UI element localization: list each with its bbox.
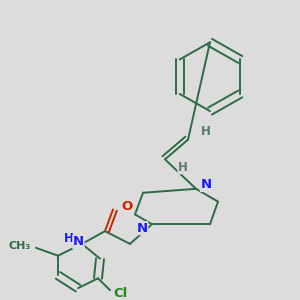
Text: Cl: Cl <box>113 286 127 300</box>
Text: N: N <box>200 178 211 191</box>
Text: H: H <box>64 232 74 245</box>
Text: H: H <box>178 161 188 174</box>
Text: O: O <box>122 200 133 213</box>
Text: CH₃: CH₃ <box>9 241 31 251</box>
Text: N: N <box>136 222 148 235</box>
Text: N: N <box>73 236 84 248</box>
Text: H: H <box>201 125 211 138</box>
